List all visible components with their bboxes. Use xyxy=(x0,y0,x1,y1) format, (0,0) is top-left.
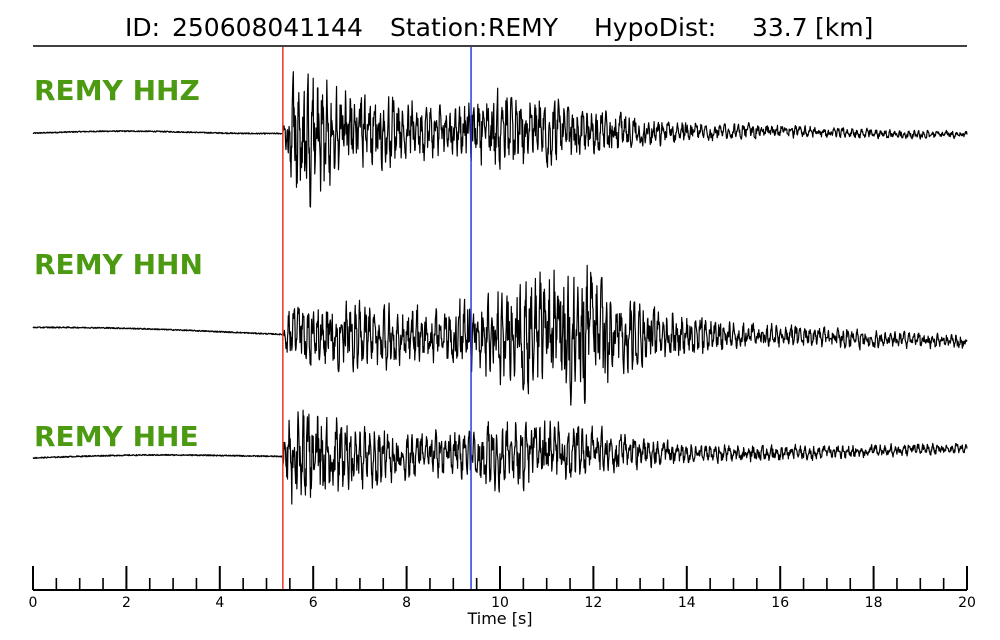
trace-remy-hhz: REMY HHZ xyxy=(32,71,968,208)
x-tick-label: 10 xyxy=(491,595,509,611)
time-axis-ticks: 0 2 4 6 8 10 12 14 16 18 20 xyxy=(29,566,976,611)
title-id-label: ID: xyxy=(125,13,160,42)
title-hypodist-unit: [km] xyxy=(815,13,873,42)
x-tick-label: 12 xyxy=(584,595,602,611)
x-axis-label: Time [s] xyxy=(466,609,532,628)
waveform-remy-hhz xyxy=(32,71,968,208)
trace-label-remy-hhn: REMY HHN xyxy=(34,248,203,281)
trace-panels: REMY HHZ REMY HHN REMY HHE xyxy=(32,71,968,505)
x-tick-label: 8 xyxy=(402,595,411,611)
figure-title: ID: 250608041144 Station: REMY HypoDist:… xyxy=(125,13,873,42)
trace-remy-hhe: REMY HHE xyxy=(32,409,968,505)
x-tick-label: 20 xyxy=(958,595,976,611)
title-hypodist-label: HypoDist: xyxy=(594,13,716,42)
x-tick-label: 18 xyxy=(865,595,883,611)
title-id-value: 250608041144 xyxy=(172,13,363,42)
title-station-value: REMY xyxy=(488,13,559,42)
title-hypodist-value: 33.7 xyxy=(752,13,808,42)
time-axis: 0 2 4 6 8 10 12 14 16 18 20 Time [s] xyxy=(29,566,976,628)
x-tick-label: 16 xyxy=(771,595,789,611)
trace-label-remy-hhe: REMY HHE xyxy=(34,420,199,453)
waveform-remy-hhe xyxy=(32,409,968,505)
x-tick-label: 14 xyxy=(678,595,696,611)
x-tick-label: 0 xyxy=(29,595,38,611)
trace-remy-hhn: REMY HHN xyxy=(32,248,968,406)
title-station-label: Station: xyxy=(390,13,487,42)
x-tick-label: 4 xyxy=(215,595,224,611)
waveform-remy-hhn xyxy=(32,264,968,406)
phase-picks xyxy=(282,47,472,590)
trace-label-remy-hhz: REMY HHZ xyxy=(34,74,200,107)
x-tick-label: 2 xyxy=(122,595,131,611)
x-tick-label: 6 xyxy=(309,595,318,611)
